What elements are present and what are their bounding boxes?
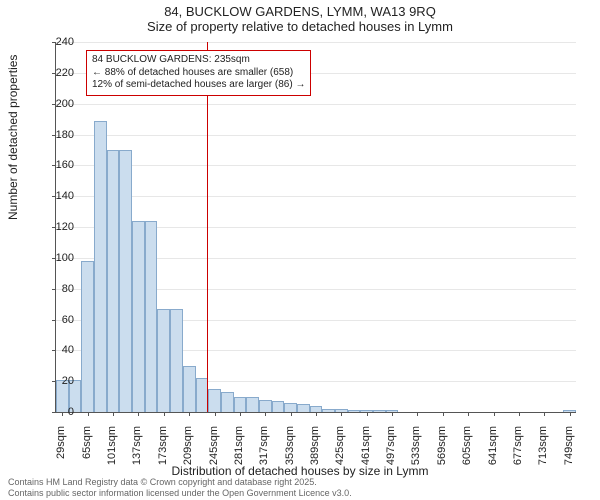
- histogram-bar: [234, 397, 247, 412]
- y-tick-label: 20: [44, 375, 74, 387]
- histogram-bar: [196, 378, 209, 412]
- x-tick-label: 461sqm: [360, 426, 372, 471]
- x-tick-label: 245sqm: [208, 426, 220, 471]
- y-tick-label: 40: [44, 344, 74, 356]
- histogram-bar: [348, 410, 361, 412]
- annotation-line-3: 12% of semi-detached houses are larger (…: [92, 79, 305, 90]
- histogram-bar: [221, 392, 234, 412]
- gridline: [56, 196, 576, 197]
- chart-titles: 84, BUCKLOW GARDENS, LYMM, WA13 9RQ Size…: [0, 4, 600, 34]
- x-tick-mark: [443, 412, 444, 416]
- x-tick-label: 281sqm: [233, 426, 245, 471]
- x-tick-label: 749sqm: [563, 426, 575, 471]
- histogram-bar: [259, 400, 272, 412]
- histogram-bar: [272, 401, 285, 412]
- histogram-bar: [373, 410, 386, 412]
- gridline: [56, 42, 576, 43]
- x-tick-mark: [164, 412, 165, 416]
- x-tick-label: 101sqm: [106, 426, 118, 471]
- histogram-bar: [208, 389, 221, 412]
- y-tick-label: 140: [44, 190, 74, 202]
- x-tick-mark: [392, 412, 393, 416]
- x-tick-mark: [215, 412, 216, 416]
- histogram-bar: [157, 309, 170, 412]
- histogram-bar: [107, 150, 120, 412]
- x-tick-mark: [468, 412, 469, 416]
- x-tick-mark: [265, 412, 266, 416]
- gridline: [56, 104, 576, 105]
- histogram-bar: [183, 366, 196, 412]
- y-tick-label: 0: [44, 406, 74, 418]
- x-tick-mark: [417, 412, 418, 416]
- annotation-line-1: 84 BUCKLOW GARDENS: 235sqm: [92, 54, 250, 65]
- x-tick-mark: [341, 412, 342, 416]
- x-tick-label: 65sqm: [81, 426, 93, 471]
- histogram-bar: [246, 397, 259, 412]
- x-tick-label: 317sqm: [258, 426, 270, 471]
- gridline: [56, 165, 576, 166]
- x-tick-mark: [544, 412, 545, 416]
- histogram-bar: [284, 403, 297, 412]
- y-tick-label: 100: [44, 252, 74, 264]
- y-tick-label: 160: [44, 159, 74, 171]
- histogram-bar: [81, 261, 94, 412]
- x-tick-label: 425sqm: [334, 426, 346, 471]
- gridline: [56, 135, 576, 136]
- y-axis-label: Number of detached properties: [6, 55, 20, 220]
- x-tick-label: 677sqm: [512, 426, 524, 471]
- x-tick-mark: [88, 412, 89, 416]
- annotation-line-2: ← 88% of detached houses are smaller (65…: [92, 67, 293, 78]
- footer-line-1: Contains HM Land Registry data © Crown c…: [8, 477, 317, 487]
- x-tick-label: 641sqm: [487, 426, 499, 471]
- x-tick-label: 569sqm: [436, 426, 448, 471]
- x-tick-mark: [316, 412, 317, 416]
- chart-title: 84, BUCKLOW GARDENS, LYMM, WA13 9RQ: [0, 4, 600, 19]
- x-tick-mark: [240, 412, 241, 416]
- x-tick-label: 209sqm: [182, 426, 194, 471]
- x-tick-mark: [494, 412, 495, 416]
- histogram-bar: [297, 404, 310, 412]
- x-tick-mark: [189, 412, 190, 416]
- reference-line: [207, 42, 208, 412]
- chart-area: 84 BUCKLOW GARDENS: 235sqm ← 88% of detac…: [55, 42, 575, 412]
- footer-line-2: Contains public sector information licen…: [8, 488, 352, 498]
- y-tick-label: 240: [44, 36, 74, 48]
- y-tick-label: 120: [44, 221, 74, 233]
- y-tick-label: 80: [44, 283, 74, 295]
- histogram-bar: [132, 221, 145, 412]
- y-tick-label: 220: [44, 67, 74, 79]
- y-tick-label: 200: [44, 98, 74, 110]
- x-tick-label: 389sqm: [309, 426, 321, 471]
- x-tick-label: 605sqm: [461, 426, 473, 471]
- x-tick-mark: [291, 412, 292, 416]
- histogram-bar: [145, 221, 158, 412]
- x-tick-label: 137sqm: [131, 426, 143, 471]
- plot-area: 84 BUCKLOW GARDENS: 235sqm ← 88% of detac…: [55, 42, 576, 413]
- footer: Contains HM Land Registry data © Crown c…: [8, 477, 352, 498]
- x-tick-label: 29sqm: [55, 426, 67, 471]
- y-tick-label: 180: [44, 129, 74, 141]
- x-tick-mark: [367, 412, 368, 416]
- x-tick-label: 533sqm: [410, 426, 422, 471]
- histogram-bar: [119, 150, 132, 412]
- chart-subtitle: Size of property relative to detached ho…: [0, 19, 600, 34]
- histogram-bar: [94, 121, 107, 412]
- histogram-bar: [322, 409, 335, 412]
- histogram-bar: [170, 309, 183, 412]
- x-tick-mark: [138, 412, 139, 416]
- x-tick-mark: [519, 412, 520, 416]
- x-tick-label: 353sqm: [284, 426, 296, 471]
- x-tick-label: 713sqm: [537, 426, 549, 471]
- x-tick-mark: [113, 412, 114, 416]
- y-tick-label: 60: [44, 314, 74, 326]
- annotation-box: 84 BUCKLOW GARDENS: 235sqm ← 88% of detac…: [86, 50, 311, 96]
- x-tick-mark: [570, 412, 571, 416]
- x-tick-label: 497sqm: [385, 426, 397, 471]
- x-tick-label: 173sqm: [157, 426, 169, 471]
